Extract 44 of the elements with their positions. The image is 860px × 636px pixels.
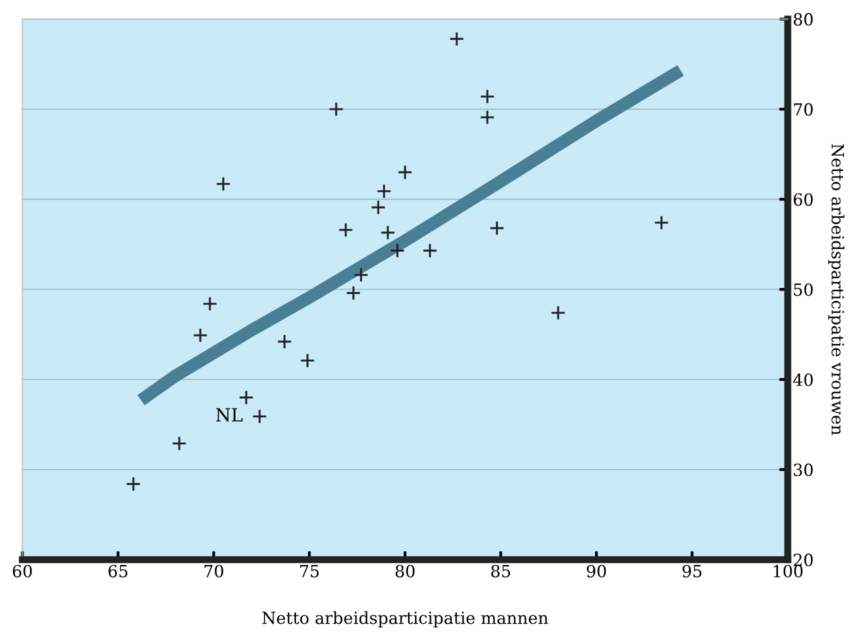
point bbox=[216, 176, 231, 192]
x-tick-label: 90 bbox=[586, 564, 606, 578]
x-tick-label: 95 bbox=[682, 564, 702, 578]
y-axis-title: Netto arbeidsparticipatie vrouwen bbox=[828, 144, 844, 436]
y-tick-label: 50 bbox=[794, 283, 813, 296]
point bbox=[480, 110, 495, 125]
point bbox=[654, 215, 670, 230]
x-tick-label: 100 bbox=[774, 564, 803, 578]
point bbox=[449, 31, 464, 46]
annotation: NL bbox=[216, 408, 243, 422]
point bbox=[192, 328, 208, 343]
y-tick-label: 80 bbox=[794, 13, 813, 26]
point bbox=[202, 296, 218, 312]
x-tick-label: 60 bbox=[12, 564, 32, 578]
y-tick-label: 20 bbox=[794, 554, 813, 566]
x-tick-label: 70 bbox=[204, 564, 224, 578]
point bbox=[238, 390, 254, 406]
point bbox=[353, 267, 369, 283]
point bbox=[376, 184, 392, 199]
y-tick-label: 60 bbox=[794, 193, 813, 206]
x-tick-label: 80 bbox=[396, 564, 415, 578]
point bbox=[328, 102, 344, 117]
point bbox=[550, 305, 566, 320]
point bbox=[126, 476, 141, 492]
y-tick-label: 40 bbox=[793, 373, 813, 386]
x-tick-label: 65 bbox=[108, 564, 128, 578]
x-tick-label: 75 bbox=[300, 565, 319, 578]
point bbox=[370, 200, 386, 215]
point bbox=[346, 285, 361, 301]
point bbox=[489, 220, 504, 236]
x-tick-label: 85 bbox=[491, 564, 510, 578]
point bbox=[252, 408, 268, 424]
point bbox=[300, 352, 316, 368]
point bbox=[172, 436, 187, 452]
point bbox=[390, 243, 405, 258]
point bbox=[422, 243, 438, 258]
point bbox=[397, 164, 413, 180]
y-tick-label: 70 bbox=[794, 103, 813, 116]
y-tick-label: 30 bbox=[794, 464, 813, 476]
point bbox=[480, 89, 495, 104]
point bbox=[380, 225, 396, 240]
point bbox=[276, 334, 292, 350]
point bbox=[338, 222, 354, 238]
x-axis-title: Netto arbeidsparticipatie mannen bbox=[262, 611, 548, 628]
